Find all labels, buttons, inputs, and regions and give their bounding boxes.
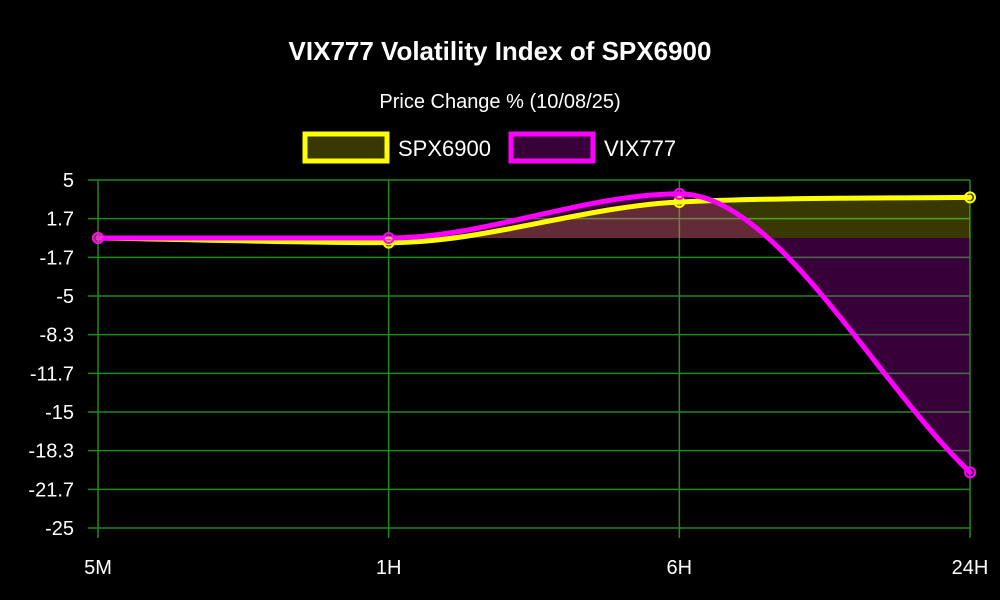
y-tick-label: -11.7	[30, 363, 74, 385]
y-tick-label: -8.3	[40, 325, 74, 347]
y-tick-label: -21.7	[28, 479, 74, 501]
y-axis-ticks: 5 1.7 -1.7 -5 -8.3 -11.7 -15 -18.3 -21.7 -25	[28, 170, 74, 540]
vix777-legend-label[interactable]: VIX777	[604, 136, 676, 161]
series-points[interactable]	[92, 187, 976, 479]
spx6900-area	[98, 197, 970, 243]
series-lines	[95, 191, 973, 475]
vix777-point[interactable]	[964, 466, 976, 479]
spx6900-legend-label[interactable]: SPX6900	[398, 136, 491, 161]
x-tick-label: 5M	[84, 557, 112, 579]
spx6900-point[interactable]	[964, 191, 976, 204]
y-tick-label: -25	[45, 518, 74, 540]
spx6900-legend-swatch[interactable]	[302, 131, 390, 164]
y-tick-label: 5	[63, 170, 74, 192]
vix777-point[interactable]	[92, 232, 104, 244]
chart-title: VIX777 Volatility Index of SPX6900	[288, 36, 712, 66]
vix777-point[interactable]	[673, 187, 686, 200]
y-tick-label: -18.3	[28, 441, 74, 463]
x-axis-ticks: 5M 1H 6H 24H	[84, 557, 988, 579]
vix777-legend-swatch[interactable]	[508, 131, 596, 164]
x-tick-label: 6H	[667, 557, 693, 579]
legend[interactable]: SPX6900 VIX777	[302, 131, 676, 164]
y-tick-label: 1.7	[46, 209, 74, 231]
chart-subtitle: Price Change % (10/08/25)	[379, 91, 621, 113]
y-tick-label: -15	[45, 402, 74, 424]
spx6900-line	[95, 194, 973, 246]
x-tick-label: 24H	[952, 557, 989, 579]
vix777-point[interactable]	[382, 232, 395, 244]
vix777-line	[95, 191, 973, 475]
x-tick-label: 1H	[376, 557, 402, 579]
series-areas	[98, 193, 970, 473]
spx6900-point[interactable]	[673, 196, 686, 209]
y-tick-label: -1.7	[40, 247, 74, 269]
grid	[88, 179, 971, 538]
y-tick-label: -5	[56, 286, 74, 308]
